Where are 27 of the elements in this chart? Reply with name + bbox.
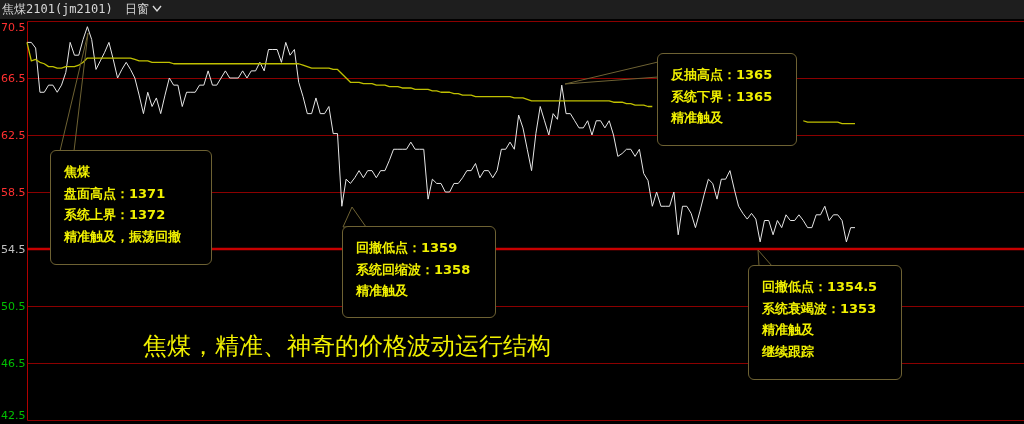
y-tick-label: 54.5	[1, 242, 26, 256]
annotation: 系统衰竭波：1353	[762, 299, 877, 318]
y-tick-label: 70.5	[1, 20, 26, 34]
annotation: 精准触及	[671, 109, 723, 127]
annotation: 精准触及	[762, 321, 814, 339]
annotation: 系统下界：1365	[671, 87, 773, 106]
annotation: 精准触及，振荡回撤	[64, 227, 181, 246]
annotation: 焦煤，精准、神奇的价格波动运行结构	[143, 331, 551, 362]
annotation: 焦煤	[64, 163, 90, 181]
annotation: 盘面高点：1371	[64, 184, 166, 203]
y-tick-label: 46.5	[1, 356, 26, 370]
chart-title: 焦煤2101(jm2101)	[2, 1, 113, 18]
annotation: 反抽高点：1365	[671, 66, 773, 84]
callout-box: 回撤低点：1359 系统回缩波：1358 精准触及	[342, 226, 496, 318]
chart-subtitle: 日窗	[124, 1, 150, 18]
y-tick-label: 42.5	[1, 408, 26, 422]
annotation: 系统上界：1372	[64, 206, 166, 224]
annotation: 精准触及	[356, 282, 408, 300]
y-tick-label: 66.5	[1, 71, 26, 85]
annotation: 回撤低点：1354.5	[762, 278, 878, 296]
callout-box: 反抽高点：1365 系统下界：1365 精准触及	[657, 53, 797, 146]
y-tick-label: 50.5	[1, 299, 26, 313]
y-tick-label: 58.5	[1, 185, 26, 199]
y-tick-label: 62.5	[1, 128, 26, 142]
annotation: 系统回缩波：1358	[356, 260, 471, 279]
annotation: 继续跟踪	[762, 342, 814, 361]
annotation: 回撤低点：1359	[356, 239, 458, 257]
